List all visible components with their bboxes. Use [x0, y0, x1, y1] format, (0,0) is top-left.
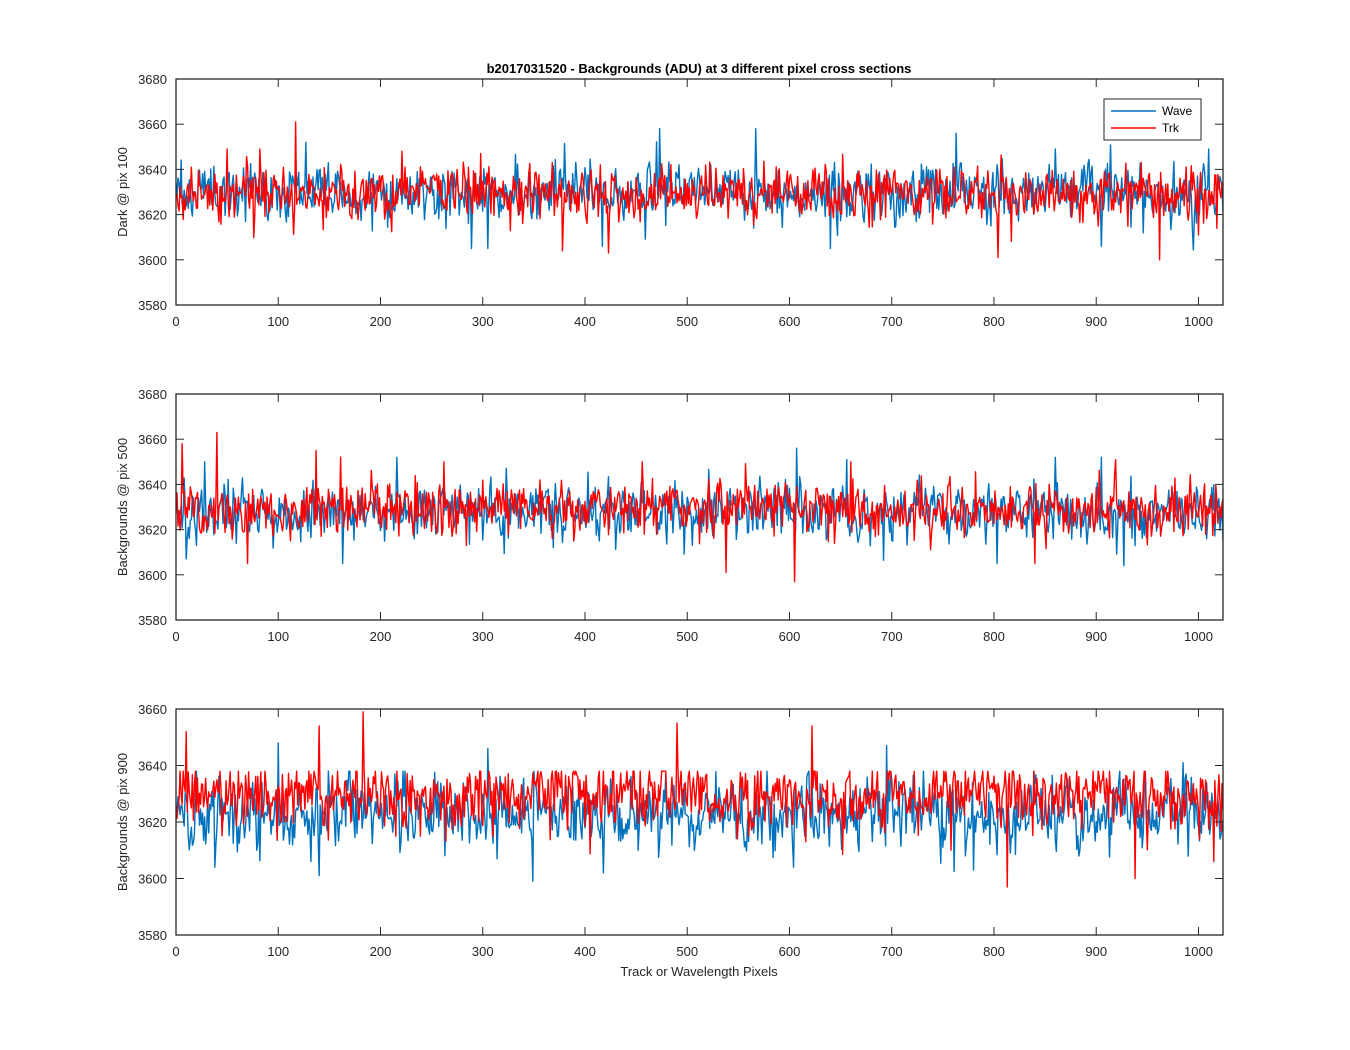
x-tick-label: 1000	[1184, 314, 1213, 329]
y-tick-label: 3620	[138, 208, 167, 223]
y-tick-label: 3600	[138, 872, 167, 887]
legend-label-wave: Wave	[1162, 104, 1193, 118]
x-tick-label: 700	[881, 944, 903, 959]
y-tick-label: 3660	[138, 117, 167, 132]
y-tick-label: 3620	[138, 523, 167, 538]
x-tick-label: 100	[267, 944, 289, 959]
x-tick-label: 1000	[1184, 944, 1213, 959]
x-tick-label: 300	[472, 944, 494, 959]
legend: Wave Trk	[1103, 98, 1202, 141]
series-line-trk	[176, 431, 1223, 583]
axes-box	[175, 393, 1224, 621]
x-tick-label: 600	[779, 314, 801, 329]
x-tick-label: 0	[172, 629, 179, 644]
x-tick-label: 800	[983, 629, 1005, 644]
x-tick-label: 700	[881, 314, 903, 329]
x-tick-label: 600	[779, 629, 801, 644]
subplot-1: 0 100 200 300 400 500 600 700 800 900 1000 3580 3600…	[115, 72, 1224, 329]
subplot-2: 0 100 200 300 400 500 600 700 800 900 1000 3580 3600…	[115, 387, 1224, 644]
y-tick-label: 3580	[138, 613, 167, 628]
subplots: 0 100 200 300 400 500 600 700 800 900 100035803600…	[115, 72, 1224, 959]
x-tick-label: 900	[1085, 314, 1107, 329]
y-tick-label: 3580	[138, 298, 167, 313]
x-tick-label: 0	[172, 944, 179, 959]
x-tick-label: 900	[1085, 629, 1107, 644]
legend-label-trk: Trk	[1162, 121, 1180, 135]
y-axis-label: Backgrounds @ pix 500	[115, 438, 130, 576]
x-tick-label: 0	[172, 314, 179, 329]
series-line-trk	[176, 121, 1223, 261]
x-tick-label: 300	[472, 629, 494, 644]
x-tick-label: 200	[370, 314, 392, 329]
x-tick-label: 800	[983, 314, 1005, 329]
y-axis-label: Backgrounds @ pix 900	[115, 753, 130, 891]
y-tick-label: 3600	[138, 253, 167, 268]
y-tick-label: 3620	[138, 815, 167, 830]
x-tick-label: 400	[574, 314, 596, 329]
y-tick-label: 3660	[138, 432, 167, 447]
y-tick-label: 3600	[138, 568, 167, 583]
x-tick-label: 100	[267, 314, 289, 329]
x-tick-label: 400	[574, 944, 596, 959]
x-tick-label: 900	[1085, 944, 1107, 959]
x-tick-label: 600	[779, 944, 801, 959]
x-tick-label: 1000	[1184, 629, 1213, 644]
series-line-wave	[176, 128, 1223, 251]
x-tick-label: 400	[574, 629, 596, 644]
plot-area	[176, 711, 1223, 888]
figure-title: b2017031520 - Backgrounds (ADU) at 3 dif…	[487, 61, 912, 76]
x-tick-label: 200	[370, 944, 392, 959]
series-line-wave	[176, 742, 1223, 883]
plot-area	[176, 431, 1223, 583]
plot-area	[176, 121, 1223, 261]
x-tick-label: 500	[676, 629, 698, 644]
series-line-trk	[176, 711, 1223, 888]
y-tick-label: 3640	[138, 477, 167, 492]
y-tick-label: 3680	[138, 72, 167, 87]
y-tick-label: 3660	[138, 702, 167, 717]
x-tick-label: 200	[370, 629, 392, 644]
x-tick-label: 300	[472, 314, 494, 329]
subplot-3: 0 100 200 300 400 500 600 700 800 900 1000 3580 3600…	[115, 702, 1224, 959]
x-tick-label: 700	[881, 629, 903, 644]
legend-box	[1103, 98, 1202, 141]
x-tick-label: 100	[267, 629, 289, 644]
axes-box	[175, 78, 1224, 306]
y-tick-label: 3640	[138, 162, 167, 177]
x-tick-label: 500	[676, 944, 698, 959]
y-tick-label: 3580	[138, 928, 167, 943]
x-axis-label: Track or Wavelength Pixels	[620, 964, 778, 979]
x-tick-label: 800	[983, 944, 1005, 959]
y-axis-label: Dark @ pix 100	[115, 147, 130, 237]
y-tick-label: 3640	[138, 759, 167, 774]
x-tick-label: 500	[676, 314, 698, 329]
y-tick-label: 3680	[138, 387, 167, 402]
